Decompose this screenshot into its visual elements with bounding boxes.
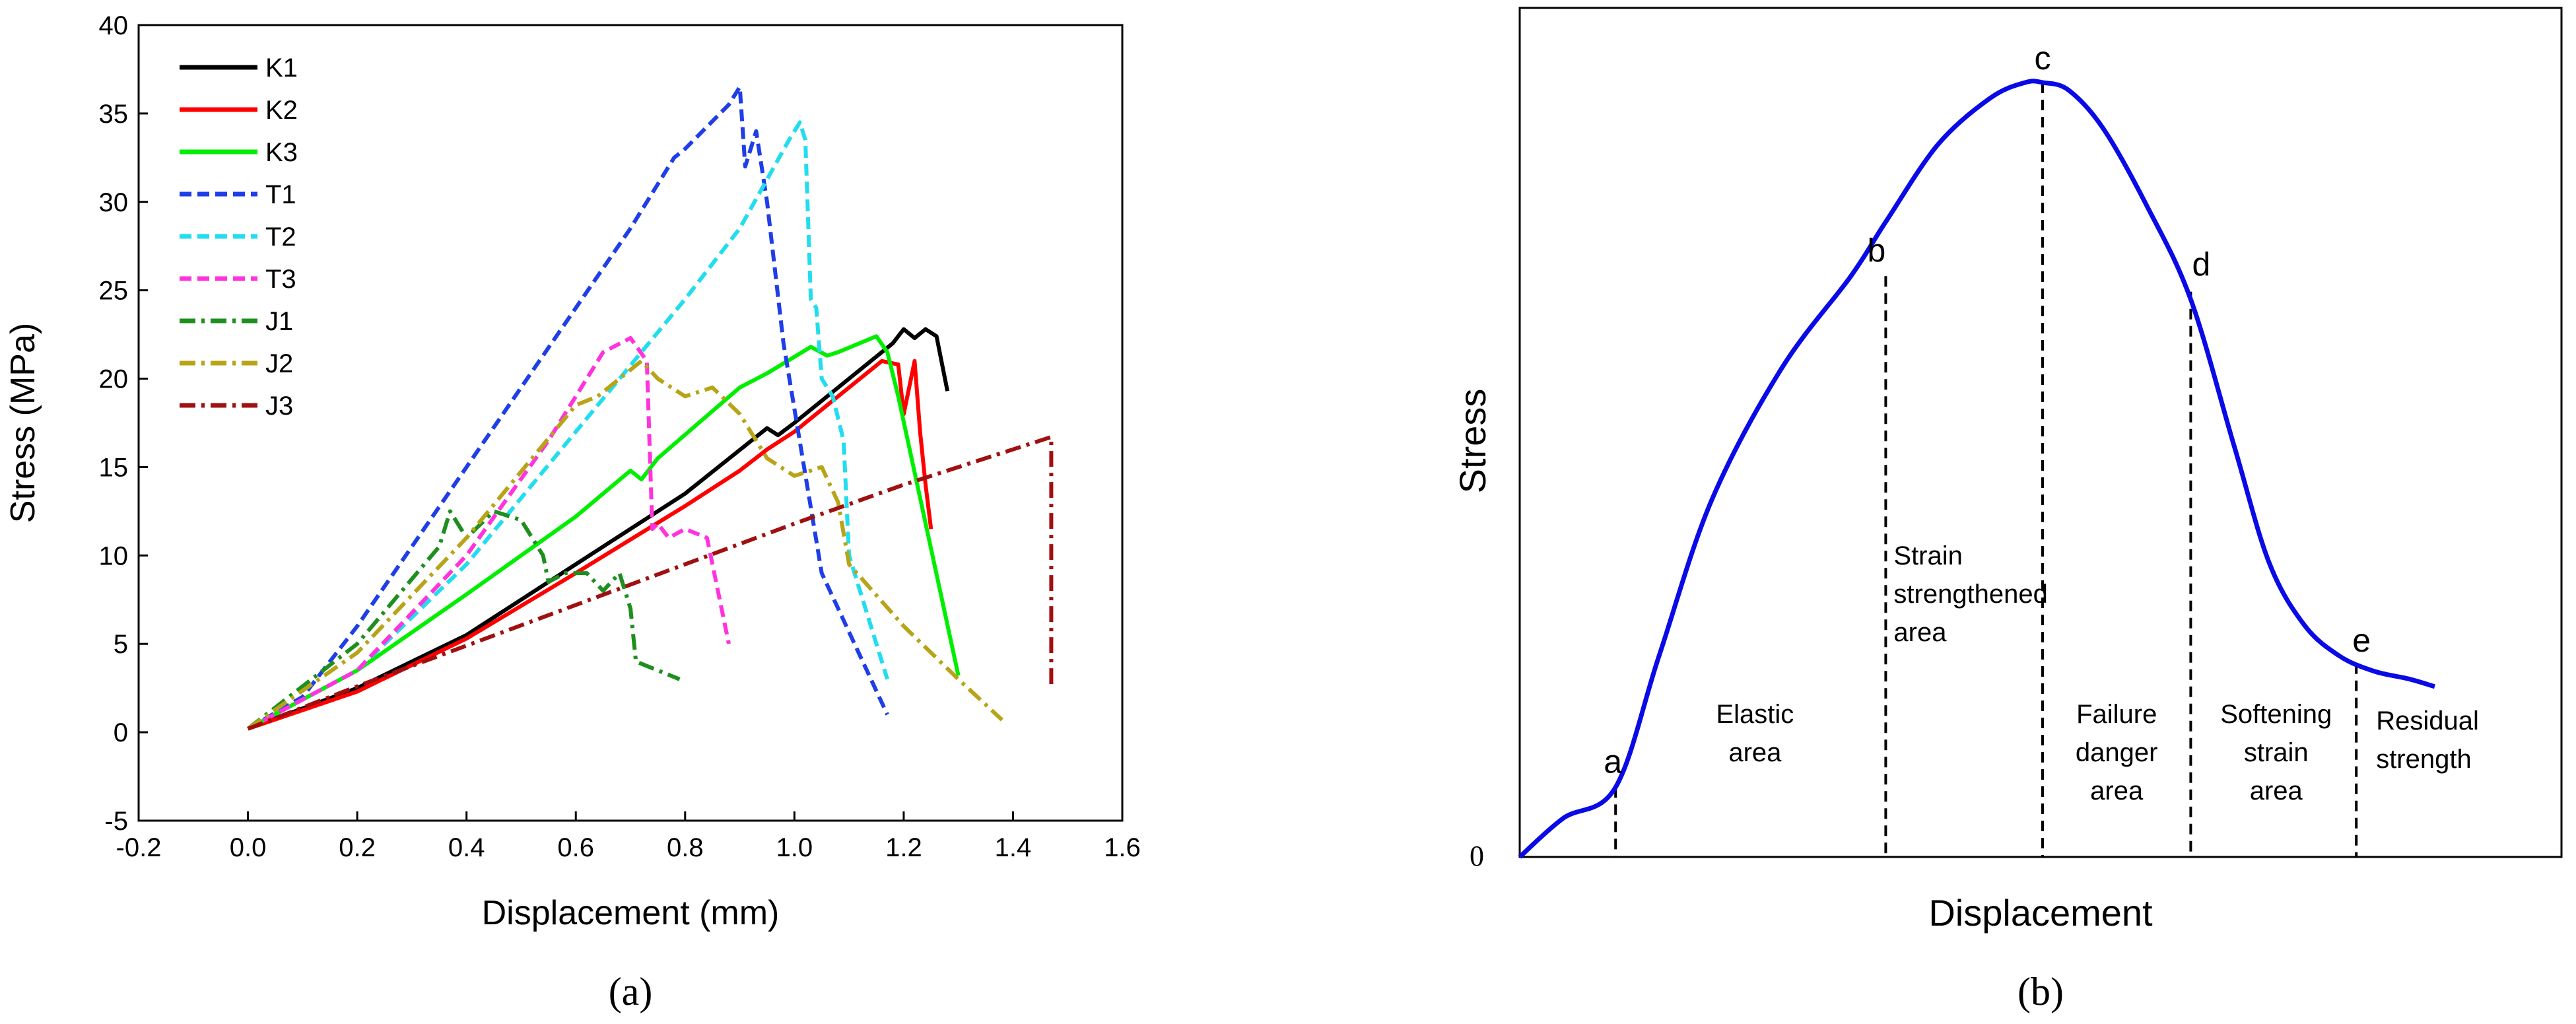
region-label-line: Strain <box>1893 541 1963 570</box>
region-label-line: area <box>1728 738 1782 767</box>
x-tick-label: 1.2 <box>885 833 922 862</box>
series-line-k3 <box>247 334 961 731</box>
x-tick-label: -0.2 <box>116 833 162 862</box>
legend-label-k3: K3 <box>265 138 298 167</box>
region-label: Failure danger area <box>2076 700 2158 805</box>
x-axis-title-b: Displacement <box>1928 892 2153 934</box>
legend-label-k1: K1 <box>265 53 298 83</box>
legend-label-t1: T1 <box>265 180 296 209</box>
x-tick-label: 1.0 <box>776 833 813 862</box>
region-label-line: danger <box>2076 738 2158 767</box>
legend-label-k2: K2 <box>265 96 298 125</box>
y-tick-label: 20 <box>99 365 129 394</box>
x-tick-label: 0.4 <box>448 833 485 862</box>
x-tick-label: 0.6 <box>557 833 594 862</box>
y-axis-title-b: Stress <box>1452 389 1493 494</box>
x-tick-label: 0.8 <box>667 833 704 862</box>
plot-frame-b <box>1518 7 2563 858</box>
y-tick-label: 25 <box>99 277 129 306</box>
series-line-t3 <box>247 336 731 731</box>
series-line-j1 <box>246 509 681 731</box>
region-label-line: area <box>1893 618 1947 647</box>
y-tick-label: 15 <box>99 453 129 482</box>
legend-label-t3: T3 <box>265 265 296 294</box>
x-axis-title: Displacement (mm) <box>482 894 780 932</box>
region-label: Strain strengthened area <box>1893 541 2048 647</box>
y-tick-label: -5 <box>104 807 128 836</box>
y-tick-label: 35 <box>99 100 129 129</box>
region-label-line: strain <box>2244 738 2309 767</box>
point-label-a: a <box>1604 743 1622 780</box>
legend-label-j3: J3 <box>265 392 293 421</box>
region-label-line: area <box>2250 776 2303 805</box>
region-label-line: Elastic <box>1716 700 1794 729</box>
y-tick-label: 10 <box>99 541 129 570</box>
series-line-k2 <box>247 358 933 731</box>
legend-label-j2: J2 <box>265 349 293 378</box>
x-tick-label: 1.4 <box>995 833 1032 862</box>
panel-a-stress-displacement-chart: -0.2 0.0 0.2 0.4 0.6 0.8 1.0 1.2 1.4 1.6 -5 0 5 10 15 2… <box>4 11 1141 1013</box>
y-tick-label: 5 <box>114 630 128 659</box>
region-label-line: Failure <box>2076 700 2157 729</box>
region-label-line: Softening <box>2220 700 2332 729</box>
series-line-j2 <box>246 358 1003 731</box>
panel-label-a: (a) <box>609 970 653 1013</box>
series-line-t1 <box>247 85 889 731</box>
region-label-line: area <box>2090 776 2144 805</box>
point-label-b: b <box>1867 232 1885 269</box>
region-label: Elastic area <box>1716 700 1794 767</box>
x-tick-label: 0.0 <box>230 833 267 862</box>
legend-label-j1: J1 <box>265 307 293 336</box>
x-tick-label: 1.6 <box>1104 833 1141 862</box>
y-tick-label: 40 <box>99 11 129 40</box>
region-label-line: strength <box>2376 745 2472 774</box>
legend-label-t2: T2 <box>265 222 296 252</box>
region-label: Softening strain area <box>2220 700 2332 805</box>
x-tick-label: 0.2 <box>339 833 376 862</box>
origin-label: 0 <box>1470 840 1484 872</box>
region-label-line: strengthened <box>1893 580 2048 609</box>
point-label-c: c <box>2035 40 2051 77</box>
series-line-k1 <box>247 327 950 731</box>
y-axis-title: Stress (MPa) <box>4 323 42 523</box>
region-label-line: Residual <box>2376 706 2479 735</box>
y-tick-label: 30 <box>99 188 129 217</box>
series-line-t2 <box>247 120 889 731</box>
y-tick-label: 0 <box>114 718 128 747</box>
plot-frame-a <box>137 24 1124 822</box>
panel-label-b: (b) <box>2017 970 2064 1013</box>
region-label: Residual strength <box>2376 706 2479 774</box>
stress-curve <box>1518 79 2435 859</box>
point-label-d: d <box>2192 246 2210 283</box>
point-label-e: e <box>2352 622 2371 659</box>
